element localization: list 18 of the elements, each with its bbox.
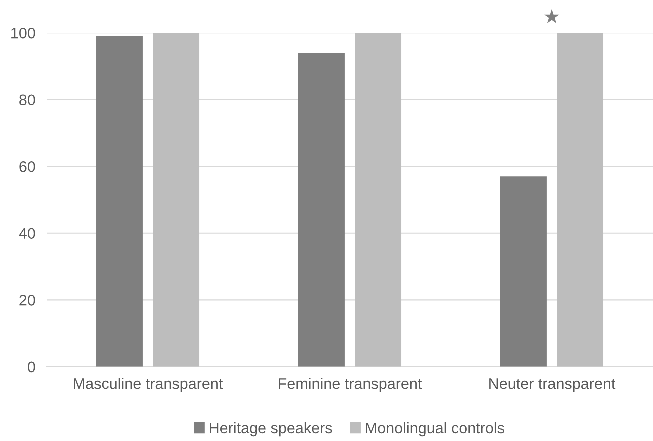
bar (355, 33, 402, 367)
text: ★ (544, 9, 560, 24)
y-tick-label: 40 (19, 228, 36, 240)
legend-label: Heritage speakers (210, 422, 332, 437)
y-tick-label: 100 (12, 28, 36, 39)
y-tick-label: 80 (20, 94, 36, 106)
y-tick-label: 60 (20, 161, 36, 172)
y-tick-label: 0 (28, 362, 36, 373)
bar (298, 53, 345, 367)
x-tick-label: Masculine transparent (74, 378, 224, 392)
bar (557, 33, 604, 367)
legend-label: Monolingual controls (366, 422, 504, 437)
x-tick-label: Neuter transparent (490, 378, 616, 392)
x-tick-label: Feminine transparent (279, 378, 422, 392)
bar (153, 33, 200, 367)
bar (96, 36, 143, 367)
y-tick-label: 20 (20, 295, 36, 306)
bar (500, 176, 547, 367)
